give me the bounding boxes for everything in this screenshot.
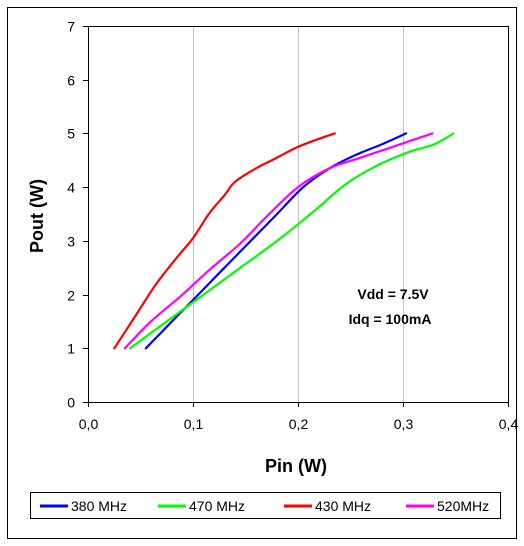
x-tick-label: 0,1 — [184, 416, 204, 432]
series-line-430-mhz — [113, 132, 336, 350]
y-tick-label: 6 — [67, 73, 75, 89]
legend-label-470-mhz: 470 MHz — [189, 498, 245, 514]
legend: 380 MHz 470 MHz 430 MHz 520MHz — [30, 492, 501, 519]
legend-label-520mhz: 520MHz — [437, 498, 489, 514]
y-tick-label: 7 — [67, 19, 75, 35]
x-axis-title: Pin (W) — [265, 456, 327, 476]
y-tick-label: 1 — [67, 341, 75, 357]
x-tick-label: 0,3 — [394, 416, 414, 432]
legend-items: 380 MHz 470 MHz 430 MHz 520MHz — [40, 498, 489, 514]
annotation-idq: Idq = 100mA — [349, 311, 432, 327]
series-lines — [113, 132, 455, 350]
y-tick-label: 4 — [67, 180, 75, 196]
legend-label-430-mhz: 430 MHz — [315, 498, 371, 514]
series-line-520mhz — [123, 132, 434, 350]
chart-frame — [7, 7, 517, 539]
y-axis-title: Pout (W) — [27, 179, 47, 253]
x-tick-label: 0,4 — [499, 416, 519, 432]
annotation-vdd: Vdd = 7.5V — [357, 286, 429, 302]
y-tick-label: 5 — [67, 126, 75, 142]
series-line-380-mhz — [144, 132, 408, 350]
legend-label-380-mhz: 380 MHz — [71, 498, 127, 514]
y-tick-label: 2 — [67, 288, 75, 304]
series-line-470-mhz — [128, 132, 455, 350]
y-tick-label: 0 — [67, 395, 75, 411]
y-tick-label: 3 — [67, 234, 75, 250]
tick-labels: 0,0 0,1 0,2 0,3 0,4 0 1 2 3 4 5 6 7 — [67, 19, 518, 433]
x-tick-label: 0,2 — [289, 416, 309, 432]
x-tick-label: 0,0 — [79, 416, 99, 432]
axes — [83, 26, 509, 407]
